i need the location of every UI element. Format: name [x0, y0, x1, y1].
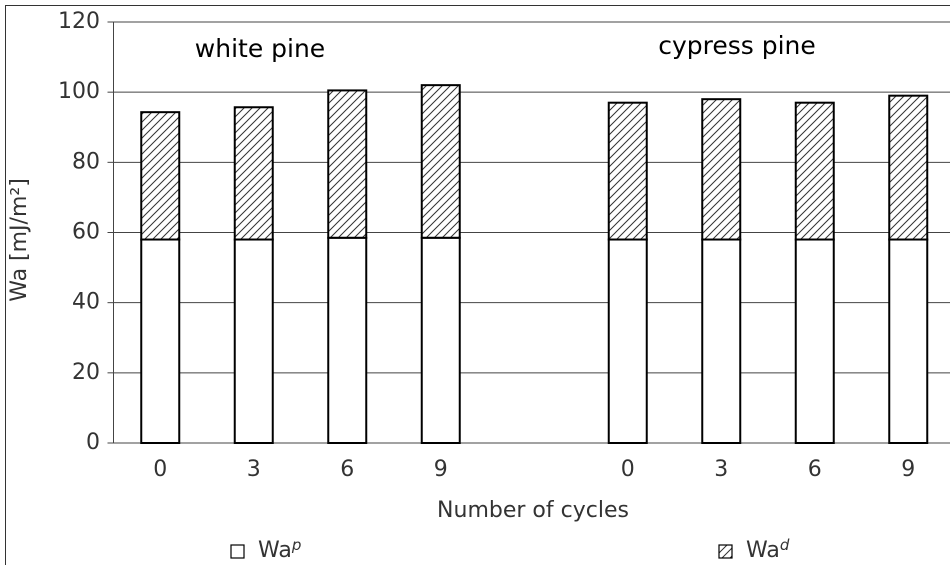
bar-segment: [794, 238, 835, 444]
annotation: white pine: [195, 34, 325, 63]
x-tick-label: 9: [901, 457, 915, 482]
x-tick-label: 3: [247, 457, 261, 482]
legend-superscript: d: [780, 536, 790, 554]
x-axis-label: Number of cycles: [437, 498, 629, 523]
bar-segment: [327, 236, 368, 444]
bar-segment: [888, 238, 929, 444]
y-tick-label: 100: [58, 79, 100, 104]
legend-label: Wap: [258, 536, 301, 564]
x-tick-label: 3: [714, 457, 728, 482]
bar-segment: [327, 89, 368, 239]
x-tick-label: 6: [808, 457, 822, 482]
legend-name: Wa: [258, 538, 292, 563]
x-tick-label: 9: [434, 457, 448, 482]
bar-segment: [233, 106, 274, 241]
bar-segment: [420, 84, 461, 239]
bar-segment: [888, 94, 929, 241]
legend-name: Wa: [746, 538, 780, 563]
bar-segment: [701, 98, 742, 241]
legend-swatch: [718, 544, 733, 559]
bar-segment: [140, 111, 181, 241]
bar-segment: [420, 236, 461, 444]
legend-label: Wad: [746, 536, 790, 564]
annotation: cypress pine: [658, 31, 816, 60]
bar-segment: [607, 101, 648, 241]
frame: [5, 5, 950, 565]
bar-segment: [607, 238, 648, 444]
x-tick-label: 6: [340, 457, 354, 482]
y-tick-label: 60: [72, 220, 100, 245]
bar-segment: [794, 101, 835, 241]
y-tick-label: 120: [58, 9, 100, 34]
y-tick-label: 40: [72, 290, 100, 315]
legend-swatch: [230, 544, 245, 559]
y-tick-label: 20: [72, 360, 100, 385]
bar-segment: [140, 238, 181, 444]
x-tick-label: 0: [621, 457, 635, 482]
y-tick-label: 80: [72, 149, 100, 174]
y-axis-label: Wa [mJ/m²]: [7, 178, 32, 302]
bar-segment: [701, 238, 742, 444]
x-tick-label: 0: [153, 457, 167, 482]
legend-superscript: p: [291, 536, 302, 554]
bar-segment: [233, 238, 274, 444]
y-tick-label: 0: [86, 430, 100, 455]
